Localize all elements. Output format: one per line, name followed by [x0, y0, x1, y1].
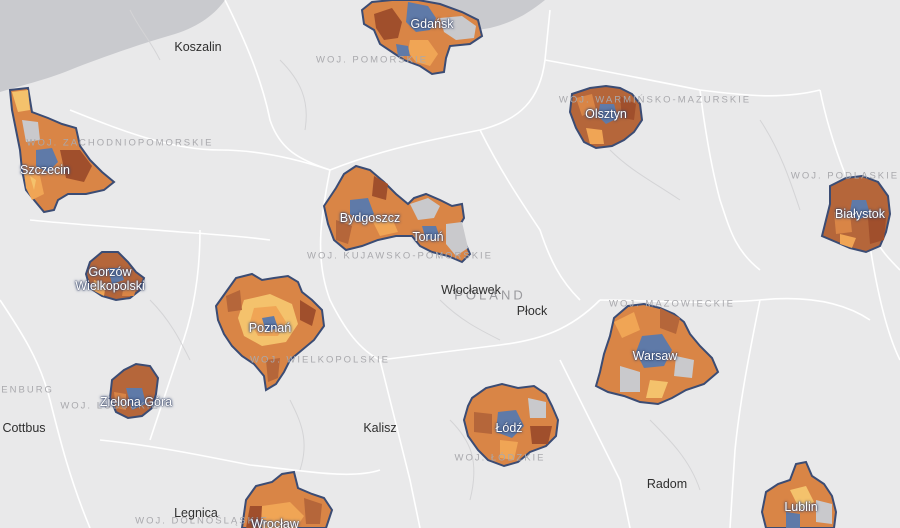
metro-area-warsaw[interactable]	[594, 302, 720, 406]
region-label-zachodniopomorskie: WOJ. ZACHODNIOPOMORSKIE	[26, 137, 214, 149]
metro-area-poznan[interactable]	[214, 272, 326, 392]
city-label-koszalin[interactable]: Koszalin	[174, 40, 222, 54]
metro-label-wroclaw[interactable]: Wrocław	[251, 517, 299, 528]
region-label-pomorskie-text: WOJ. POMORSKIE	[316, 54, 428, 66]
region-label-lodzkie: WOJ. ŁÓDZKIE	[454, 452, 546, 464]
city-label-wloclawek[interactable]: Włocławek	[441, 283, 501, 297]
metro-label-bialystok[interactable]: Białystok	[834, 207, 886, 221]
metro-area-bialystok[interactable]	[820, 174, 892, 254]
region-label-lubuskie: WOJ. LUBUSKIE	[60, 400, 160, 412]
region-label-wielkopolskie: WOJ. WIELKOPOLSKIE	[250, 354, 390, 366]
metro-area-wroclaw[interactable]	[240, 470, 334, 528]
metro-label-olsztyn[interactable]: Olsztyn	[585, 107, 627, 121]
metro-area-szczecin[interactable]	[8, 86, 116, 214]
region-label-kujawsko: WOJ. KUJAWSKO-POMORSKIE	[306, 250, 494, 262]
metro-area-bydgoszcz-torun[interactable]	[322, 164, 472, 264]
region-label-brandenburg: BRANDENBURG	[0, 384, 54, 396]
metro-area-gorzow[interactable]	[84, 251, 146, 302]
metro-label-lodz[interactable]: Łódź	[495, 421, 523, 435]
region-label-podlaskie: WOJ. PODLASKIE	[790, 170, 900, 182]
region-label-mazowieckie: WOJ. MAZOWIECKIE	[609, 298, 735, 310]
baltic-sea	[0, 0, 225, 92]
city-label-kalisz[interactable]: Kalisz	[363, 421, 397, 435]
metro-area-zielona-gora[interactable]	[108, 362, 160, 420]
metro-label-zielona-gora[interactable]: Zielona Góra	[99, 395, 173, 409]
metro-area-lublin[interactable]	[760, 460, 838, 528]
city-label-legnica[interactable]: Legnica	[174, 506, 218, 520]
metro-label-warsaw[interactable]: Warsaw	[632, 349, 678, 363]
city-label-radom[interactable]: Radom	[646, 477, 688, 491]
metro-label-lublin[interactable]: Lublin	[784, 500, 818, 514]
region-label-dolnoslaskie: WOJ. DOLNOŚLĄSKIE	[135, 515, 269, 527]
country-label: POLAND	[454, 287, 526, 303]
metro-label-bydgoszcz[interactable]: Bydgoszcz	[339, 211, 401, 225]
metro-label-torun[interactable]: Toruń	[412, 230, 444, 244]
metro-label-poznan[interactable]: Poznań	[248, 321, 292, 335]
city-label-cottbus[interactable]: Cottbus	[2, 421, 46, 435]
metro-area-gdansk[interactable]	[360, 0, 484, 76]
metro-label-gdansk[interactable]: Gdańsk	[410, 17, 454, 31]
metro-label-gorzow[interactable]: Gorzów Wielkopolski	[75, 265, 145, 293]
metro-area-lodz[interactable]	[462, 382, 560, 468]
metro-label-szczecin[interactable]: Szczecin	[19, 163, 71, 177]
metro-area-olsztyn[interactable]	[568, 84, 644, 150]
city-label-plock[interactable]: Płock	[516, 304, 548, 318]
region-label-warminsko: WOJ. WARMIŃSKO-MAZURSKIE	[558, 94, 752, 106]
